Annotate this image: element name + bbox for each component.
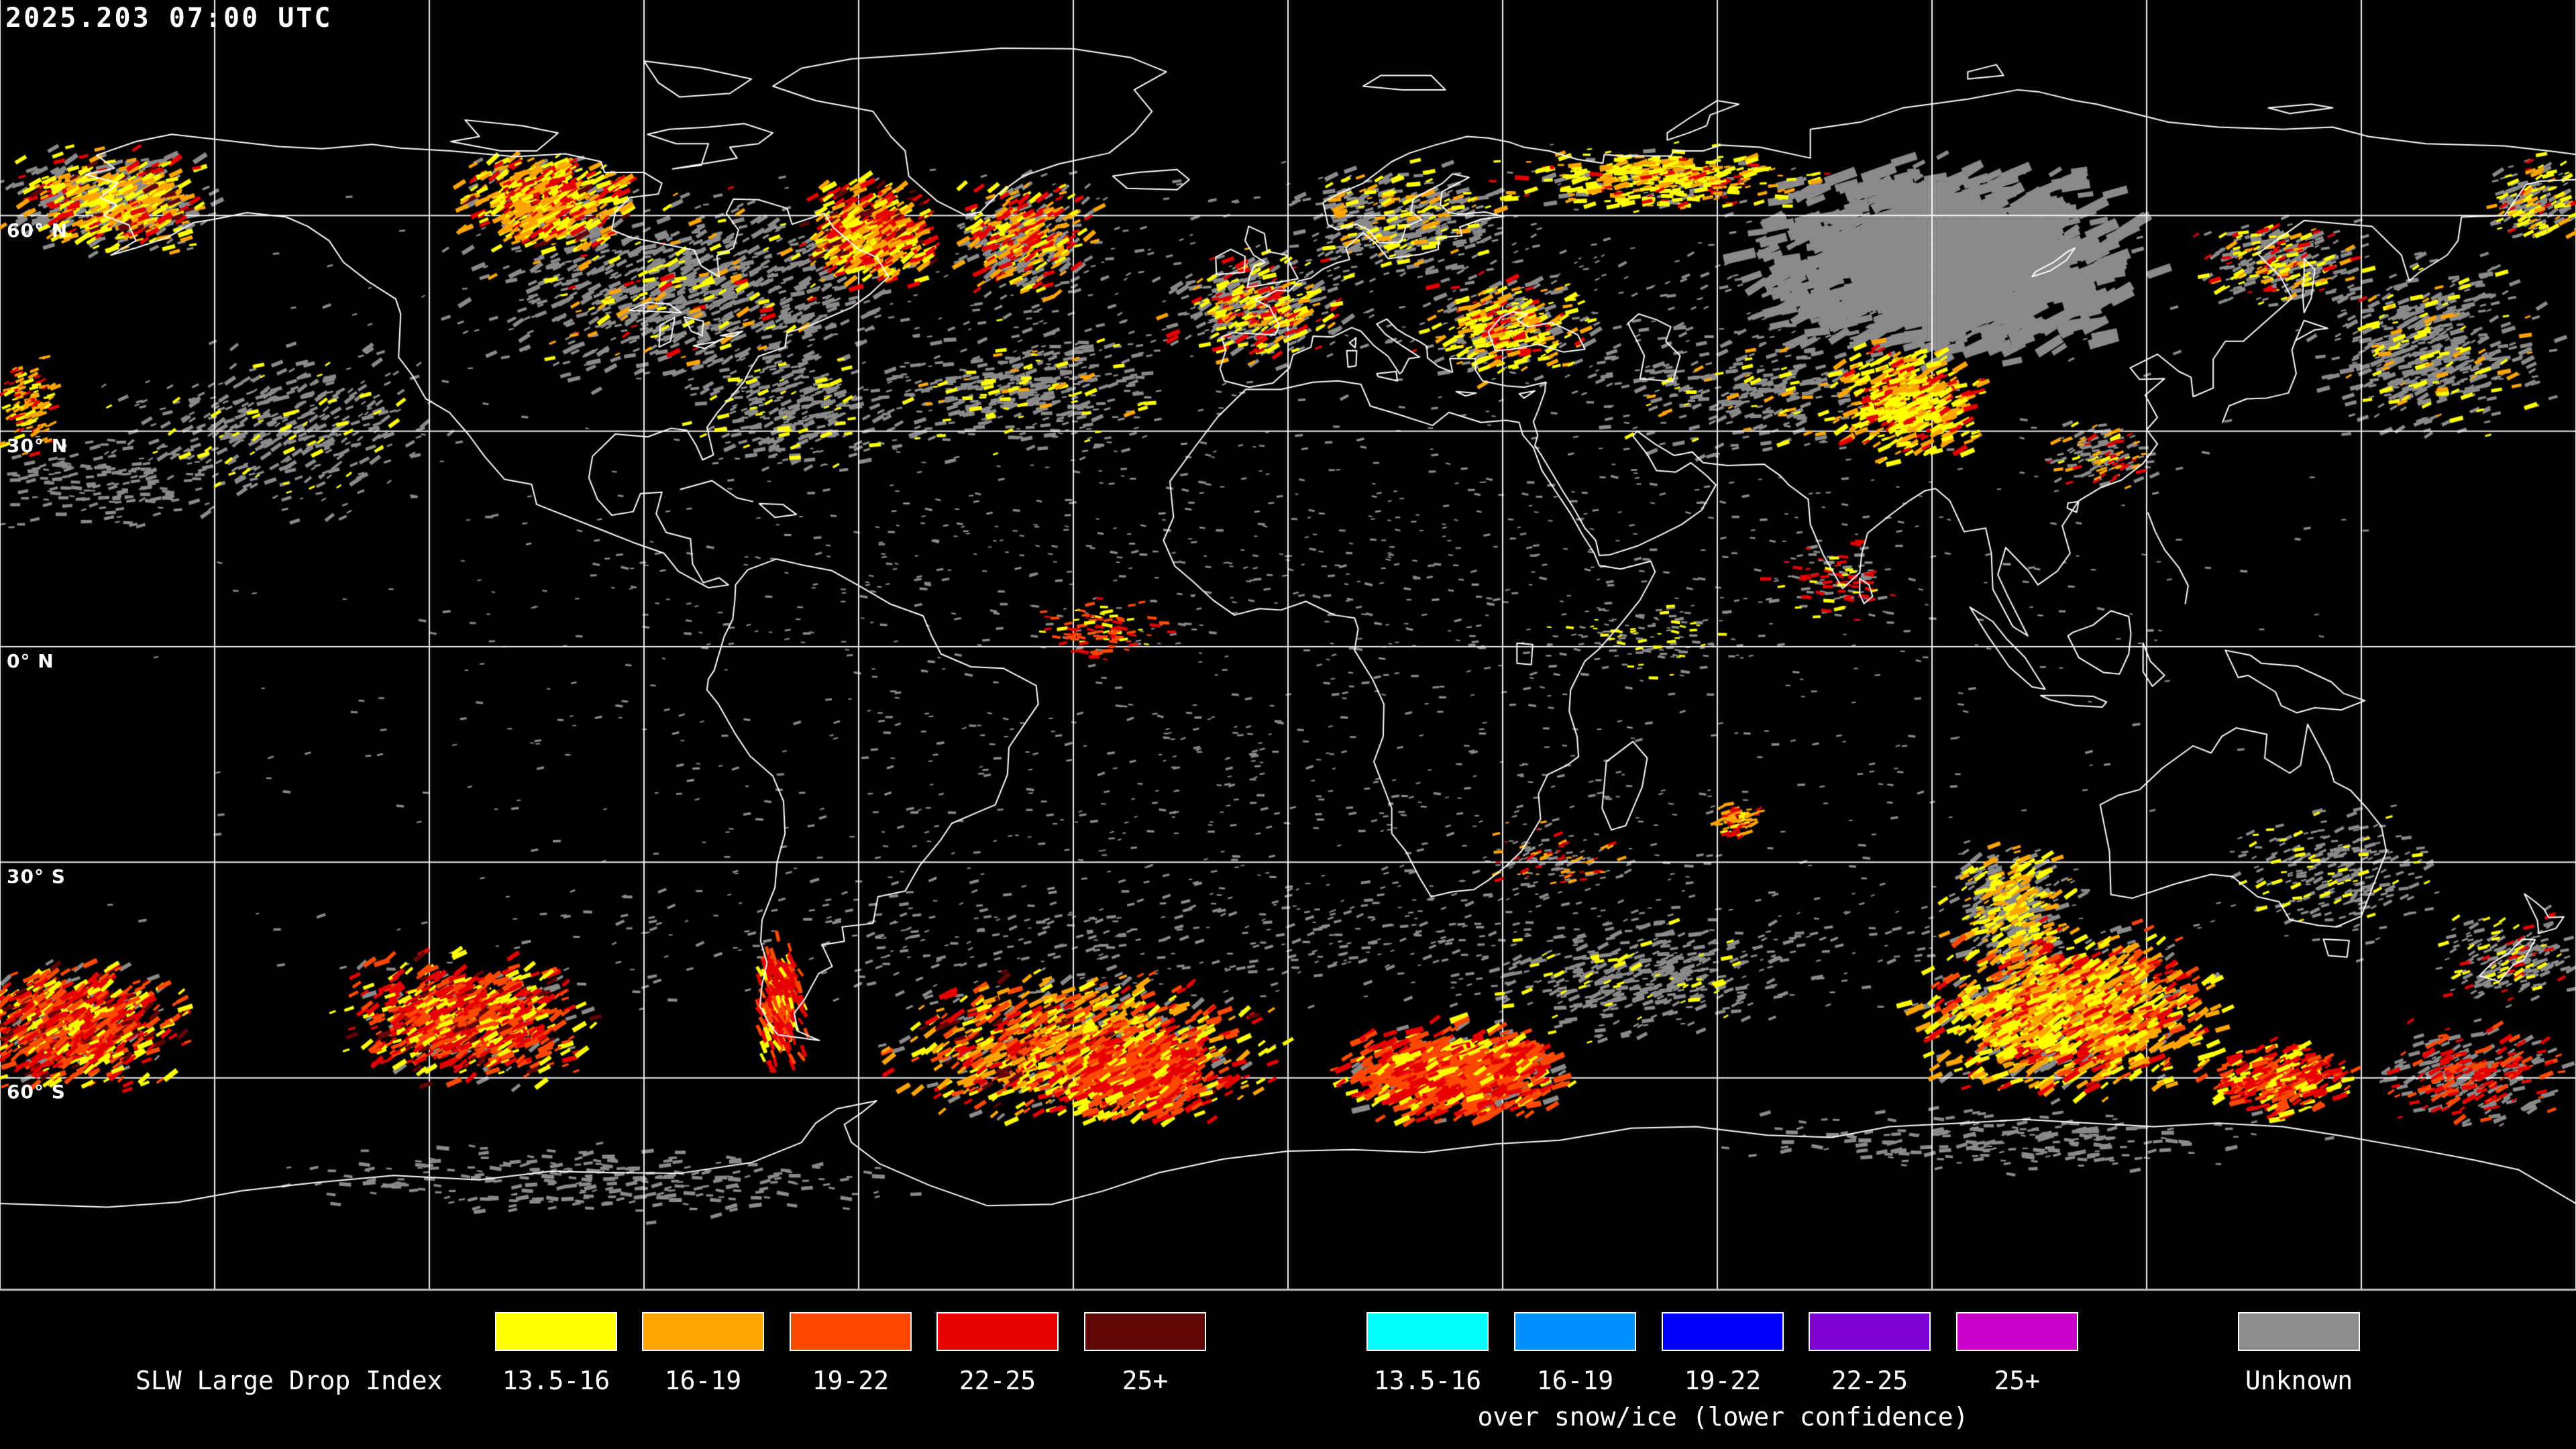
legend-label: 13.5-16: [1373, 1366, 1482, 1395]
legend-item-unknown: Unknown: [2238, 1293, 2360, 1414]
legend-item-snowice-4: 22-25: [1809, 1293, 1931, 1414]
legend-label: 22-25: [1831, 1366, 1909, 1395]
legend-label: Unknown: [2245, 1366, 2353, 1395]
legend-item-primary-3: 19-22: [790, 1293, 912, 1414]
legend-swatch: [1514, 1312, 1636, 1351]
legend-label: 16-19: [664, 1366, 742, 1395]
legend-item-primary-2: 16-19: [642, 1293, 764, 1414]
timestamp: 2025.203 07:00 UTC: [5, 3, 333, 34]
legend-swatch: [1809, 1312, 1931, 1351]
legend-swatch: [642, 1312, 764, 1351]
legend-item-snowice-5: 25+: [1956, 1293, 2078, 1414]
latitude-label-60n: 60° N: [7, 219, 68, 241]
latitude-label-30s: 30° S: [7, 865, 66, 888]
legend-label: 19-22: [812, 1366, 890, 1395]
legend-swatch: [495, 1312, 617, 1351]
legend-item-snowice-1: 13.5-16: [1366, 1293, 1489, 1414]
legend-swatch: [1662, 1312, 1784, 1351]
legend: SLW Large Drop Index 13.5-16 16-19 19-22…: [0, 1293, 2576, 1449]
legend-title: SLW Large Drop Index: [136, 1366, 443, 1395]
legend-item-primary-1: 13.5-16: [495, 1293, 617, 1414]
legend-swatch: [936, 1312, 1059, 1351]
legend-label: 25+: [1994, 1366, 2041, 1395]
legend-item-snowice-3: 19-22: [1662, 1293, 1784, 1414]
legend-label: 19-22: [1684, 1366, 1762, 1395]
legend-item-snowice-2: 16-19: [1514, 1293, 1636, 1414]
latitude-label-30n: 30° N: [7, 435, 68, 457]
legend-swatch: [1084, 1312, 1206, 1351]
legend-snowice-caption: over snow/ice (lower confidence): [1477, 1402, 1969, 1432]
legend-item-primary-4: 22-25: [936, 1293, 1059, 1414]
latitude-label-60s: 60° S: [7, 1081, 66, 1103]
legend-label: 16-19: [1536, 1366, 1614, 1395]
legend-label: 25+: [1122, 1366, 1169, 1395]
world-map-canvas: [0, 0, 2576, 1293]
legend-label: 22-25: [959, 1366, 1036, 1395]
legend-swatch: [2238, 1312, 2360, 1351]
legend-swatch: [1366, 1312, 1489, 1351]
legend-label: 13.5-16: [502, 1366, 610, 1395]
legend-swatch: [1956, 1312, 2078, 1351]
legend-swatch: [790, 1312, 912, 1351]
legend-item-primary-5: 25+: [1084, 1293, 1206, 1414]
latitude-label-0n: 0° N: [7, 650, 54, 672]
